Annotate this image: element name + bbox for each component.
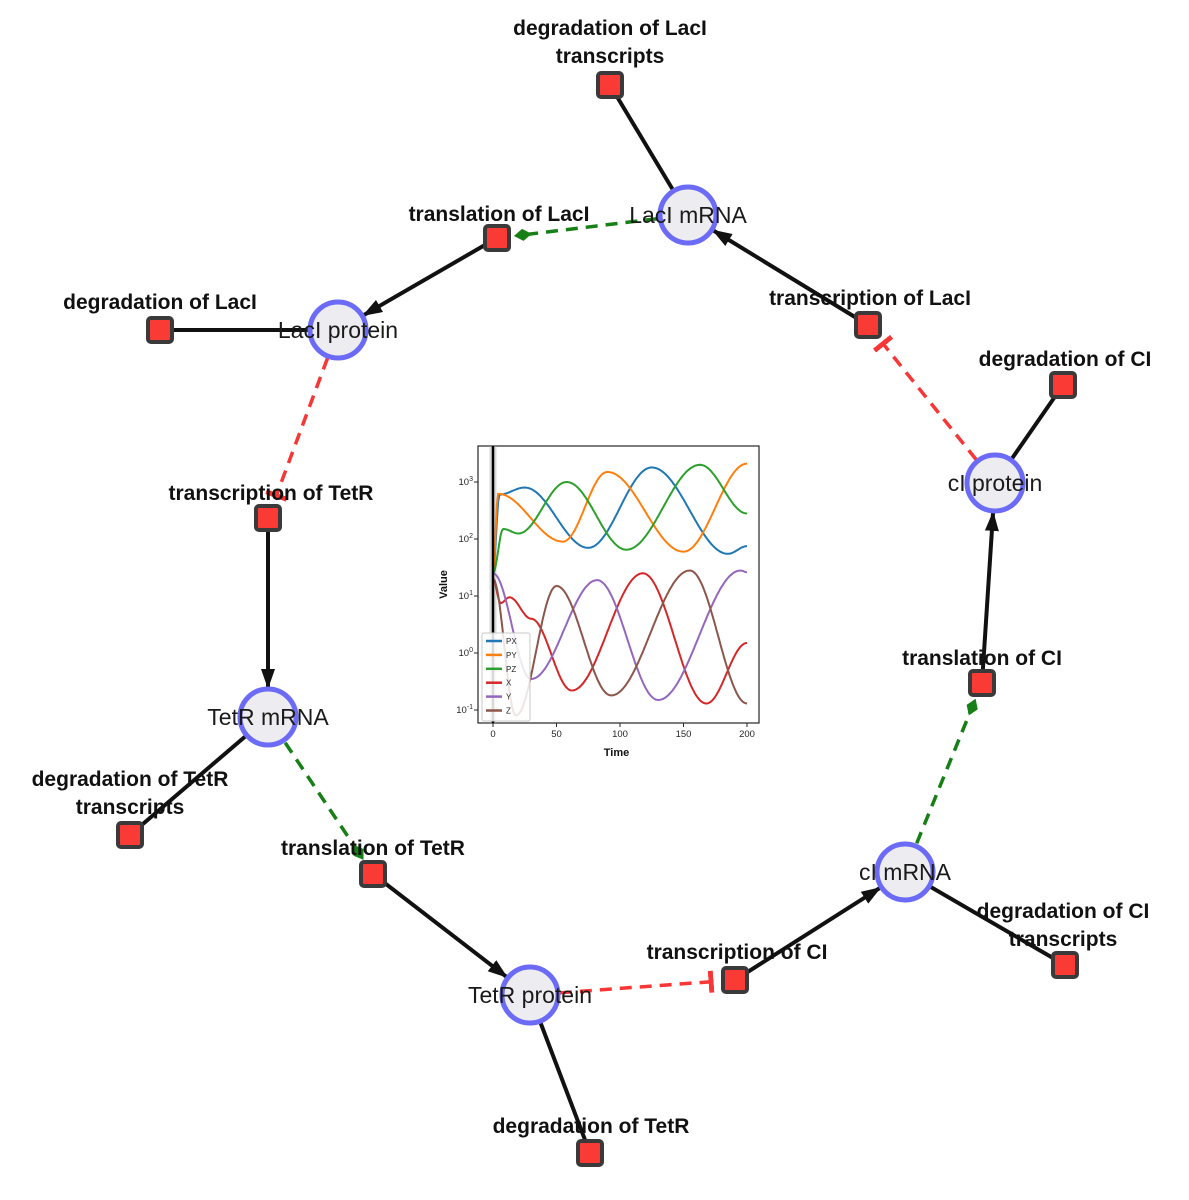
species-node-ci-protein [964,452,1026,514]
species-nodes-layer [237,184,1026,1026]
y-tick-label: 103 [459,476,474,488]
label-transcription-tetr: transcription of TetR [169,482,374,505]
label-tetr-mrna: TetR mRNA [207,704,329,730]
edge-catalysis-ci-mrna-to-translation-ci [915,698,978,844]
edge-arrow-translation-tetr-to-tetr-protein [371,872,508,979]
y-tick-label: 102 [459,533,474,545]
label-ci-protein: cI protein [948,470,1043,496]
edge-inhibition-ci-protein-to-transcription-laci [872,334,978,461]
y-tick-label: 101 [459,590,474,602]
label-laci-mrna: LacI mRNA [629,202,747,228]
series-PZ [492,463,748,574]
legend-label-PY: PY [506,651,517,660]
species-node-ci-mrna [874,841,936,903]
reaction-node-transcription-laci [854,311,882,339]
time-series-chart: 0 50 100 150 20010310210110010-1TimeValuePXP… [438,445,760,759]
series-PY [492,462,748,574]
label-translation-ci: translation of CI [902,647,1062,670]
labels-layer: degradation of LacI transcripts translatio… [32,17,1152,1138]
edge-arrow-transcription-ci-to-ci-mrna [733,886,882,982]
reaction-node-deg-ci [1049,371,1077,399]
plot-area [489,446,748,723]
series-X [492,572,748,705]
reaction-node-deg-ci-transcripts [1051,951,1079,979]
series-PX [492,466,748,574]
legend-label-PX: PX [506,637,517,646]
reaction-node-translation-laci [483,224,511,252]
x-tick-label: 100 [612,729,628,740]
edge-arrow-translation-laci-to-laci-protein [362,236,499,317]
reaction-node-deg-tetr-transcripts [116,821,144,849]
legend-label-Y: Y [506,693,512,702]
species-node-laci-protein [307,299,369,361]
reaction-node-deg-tetr [576,1139,604,1167]
label-transcription-ci: transcription of CI [647,941,828,964]
reaction-node-translation-tetr [359,860,387,888]
edges-layer [128,83,1067,1154]
label-deg-ci-transcripts: degradation of CI transcripts [977,900,1150,951]
reaction-node-transcription-ci [721,966,749,994]
label-laci-protein: LacI protein [278,317,398,343]
species-node-laci-mrna [657,184,719,246]
x-tick-label: 200 [739,729,755,740]
label-ci-mrna: cI mRNA [859,859,952,885]
x-tick-label: 50 [551,729,562,740]
edge-arrow-translation-ci-to-ci-protein [980,510,999,684]
y-axis-label: Value [438,570,450,599]
reaction-node-translation-ci [968,669,996,697]
label-tetr-protein: TetR protein [468,982,592,1008]
label-transcription-laci: transcription of LacI [769,287,971,310]
edge-arrow-transcription-laci-to-laci-mrna [711,228,870,327]
y-tick-label: 10-1 [456,704,473,716]
edge-catalysis-tetr-mrna-to-translation-tetr [283,741,364,860]
label-deg-laci-transcripts: degradation of LacI transcripts [513,17,707,68]
edge-inhibition-laci-protein-to-transcription-tetr [265,357,330,502]
species-node-tetr-mrna [237,686,299,748]
reaction-node-deg-laci [146,316,174,344]
legend-label-PZ: PZ [506,665,516,674]
reaction-node-deg-laci-transcripts [596,71,624,99]
legend: PX PY PZ XYZ [481,632,531,722]
label-deg-tetr: degradation of TetR [493,1115,690,1138]
label-deg-laci: degradation of LacI [63,291,257,314]
species-node-tetr-protein [499,964,561,1026]
reaction-node-transcription-tetr [254,504,282,532]
legend-label-Z: Z [506,707,511,716]
edge-line-ci-mrna-to-deg-ci-transcripts [903,870,1067,967]
edge-inhibition-tetr-protein-to-transcription-ci [559,970,715,995]
reaction-nodes-layer [116,71,1079,1167]
legend-label-X: X [506,679,512,688]
x-axis-label: Time [604,747,629,759]
label-deg-tetr-transcripts: degradation of TetR transcripts [32,768,229,819]
edge-catalysis-laci-mrna-to-translation-laci [513,216,658,241]
label-deg-ci: degradation of CI [979,348,1152,371]
x-tick-label: 0 [490,729,495,740]
x-tick-label: 150 [676,729,692,740]
label-translation-tetr: translation of TetR [281,837,465,860]
series-Y [492,569,748,702]
series-Z [492,569,748,717]
label-translation-laci: translation of LacI [409,203,590,226]
y-tick-label: 100 [459,647,474,659]
